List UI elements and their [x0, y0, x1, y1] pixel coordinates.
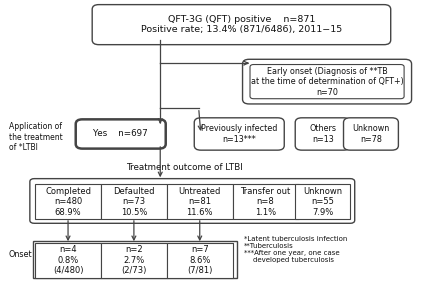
FancyBboxPatch shape: [92, 5, 390, 45]
Text: Completed
n=480
68.9%: Completed n=480 68.9%: [45, 187, 91, 217]
Text: Transfer out
n=8
1.1%: Transfer out n=8 1.1%: [240, 187, 290, 217]
Text: Defaulted
n=73
10.5%: Defaulted n=73 10.5%: [113, 187, 154, 217]
Text: n=7
8.6%
(7/81): n=7 8.6% (7/81): [187, 245, 212, 275]
FancyBboxPatch shape: [101, 243, 166, 278]
Text: Yes    n=697: Yes n=697: [93, 129, 148, 139]
FancyBboxPatch shape: [294, 184, 350, 219]
Text: Unknown
n=78: Unknown n=78: [352, 124, 389, 144]
FancyBboxPatch shape: [166, 184, 232, 219]
FancyBboxPatch shape: [294, 118, 350, 150]
FancyBboxPatch shape: [35, 184, 101, 219]
Text: Untreated
n=81
11.6%: Untreated n=81 11.6%: [178, 187, 220, 217]
Text: n=4
0.8%
(4/480): n=4 0.8% (4/480): [53, 245, 83, 275]
FancyBboxPatch shape: [232, 184, 298, 219]
Text: Treatment outcome of LTBI: Treatment outcome of LTBI: [126, 163, 242, 172]
FancyBboxPatch shape: [166, 243, 232, 278]
FancyBboxPatch shape: [194, 118, 284, 150]
Text: *Latent tuberculosis infection
**Tuberculosis
***After one year, one case
    de: *Latent tuberculosis infection **Tubercu…: [243, 236, 346, 263]
Text: n=2
2.7%
(2/73): n=2 2.7% (2/73): [121, 245, 146, 275]
FancyBboxPatch shape: [250, 65, 403, 99]
Text: Early onset (Diagnosis of **TB
at the time of determination of QFT+)
n=70: Early onset (Diagnosis of **TB at the ti…: [250, 67, 403, 96]
Text: Others
n=13: Others n=13: [308, 124, 336, 144]
Text: Previously infected
n=13***: Previously infected n=13***: [201, 124, 277, 144]
FancyBboxPatch shape: [33, 241, 236, 278]
FancyBboxPatch shape: [30, 179, 354, 223]
FancyBboxPatch shape: [76, 120, 166, 149]
FancyBboxPatch shape: [242, 59, 411, 104]
Text: Application of
the treatment
of *LTBI: Application of the treatment of *LTBI: [9, 122, 62, 152]
Text: Onset: Onset: [9, 249, 32, 259]
FancyBboxPatch shape: [35, 243, 101, 278]
FancyBboxPatch shape: [343, 118, 398, 150]
Text: QFT-3G (QFT) positive    n=871
Positive rate; 13.4% (871/6486), 2011−15: QFT-3G (QFT) positive n=871 Positive rat…: [141, 15, 341, 34]
FancyBboxPatch shape: [101, 184, 166, 219]
Text: Unknown
n=55
7.9%: Unknown n=55 7.9%: [302, 187, 342, 217]
